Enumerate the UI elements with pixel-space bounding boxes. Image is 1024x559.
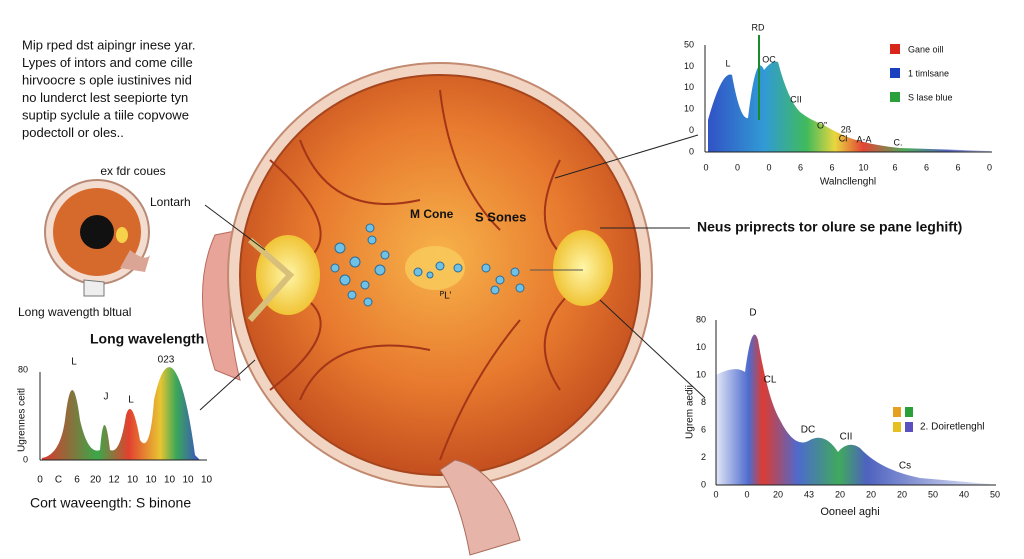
x-tick-label: 12 — [108, 475, 120, 486]
peak-label: L — [71, 357, 77, 368]
intro-line: Mip rped dst aipingr inese yar. — [22, 37, 195, 52]
y-tick-label: 10 — [684, 82, 694, 92]
intro-line: no lunderct lest seepiorte tyn — [22, 90, 188, 105]
peak-label: J — [104, 392, 109, 403]
peak-label: Cs — [899, 461, 911, 472]
x-tick-label: 10 — [201, 475, 213, 486]
y-tick-label: 10 — [696, 342, 706, 352]
legend-label: Gane oill — [908, 44, 944, 54]
intro-line: podectoll or oles.. — [22, 125, 124, 140]
x-tick-label: 0 — [703, 162, 708, 172]
label: S Sones — [475, 209, 526, 224]
small-eye-caption: ex fdr coues — [100, 164, 165, 178]
y-tick-label: 0 — [689, 125, 694, 135]
y-label: Ugrennes ceitl — [17, 388, 28, 452]
legend-label: 1 timlsane — [908, 68, 949, 78]
peak-label: L — [128, 395, 134, 406]
callout-right: Neus priprects tor olure se pane leghift… — [697, 219, 962, 235]
bottom-left-chart — [39, 367, 207, 461]
y-tick-label: 80 — [18, 364, 28, 374]
x-tick-label: 10 — [164, 475, 176, 486]
x-tick-label: 20 — [897, 489, 907, 499]
x-tick-label: 6 — [955, 162, 960, 172]
callout-left: Lontarh — [150, 195, 191, 209]
legend-label: 2. Doiretlenghl — [920, 422, 984, 433]
peak-label: L — [725, 58, 730, 68]
x-tick-label: 50 — [990, 489, 1000, 499]
label: ᴾL’ — [440, 291, 451, 302]
y-tick-label: 10 — [684, 104, 694, 114]
x-tick-label: 50 — [928, 489, 938, 499]
intro-line: suptip syclule a tiile copvowe — [22, 107, 189, 122]
x-label: Ooneel aghi — [820, 506, 879, 518]
x-tick-label: 6 — [829, 162, 834, 172]
x-tick-label: 10 — [145, 475, 157, 486]
x-tick-label: 6 — [924, 162, 929, 172]
legend-label: S lase blue — [908, 92, 953, 102]
x-tick-label: 6 — [798, 162, 803, 172]
y-tick-label: 8 — [701, 397, 706, 407]
x-tick-label: 20 — [90, 475, 102, 486]
peak-label: O” — [817, 120, 827, 130]
x-tick-label: 20 — [835, 489, 845, 499]
peak-label: CII — [790, 94, 802, 104]
x-tick-label: 10 — [127, 475, 139, 486]
y-tick-label: 0 — [23, 454, 28, 464]
x-tick-label: 0 — [37, 475, 43, 486]
x-tick-label: 43 — [804, 489, 814, 499]
peak-label: OC — [762, 54, 776, 64]
y-tick-label: 0 — [701, 479, 706, 489]
intro-line: hirvoocre s ople iustinives nid — [22, 72, 192, 87]
top-right-chart — [704, 35, 992, 153]
x-tick-label: 0 — [735, 162, 740, 172]
label: Long wavength bltual — [18, 305, 131, 319]
x-tick-label: 0 — [766, 162, 771, 172]
x-tick-label: 20 — [773, 489, 783, 499]
peak-label: Cl — [839, 133, 848, 143]
peak-label: 2ß — [841, 124, 852, 134]
x-label: Walncllenghl — [820, 177, 876, 188]
intro-line: Lypes of intors and come cille — [22, 55, 193, 70]
y-tick-label: 0 — [689, 146, 694, 156]
x-tick-label: 6 — [892, 162, 897, 172]
x-tick-label: 20 — [866, 489, 876, 499]
y-tick-label: 10 — [684, 61, 694, 71]
y-tick-label: 10 — [696, 369, 706, 379]
peak-label: DC — [801, 425, 815, 436]
peak-label: 023 — [158, 355, 175, 366]
caption: Cort waveength: S binone — [30, 495, 191, 511]
x-tick-label: 40 — [959, 489, 969, 499]
small-eye — [44, 179, 150, 297]
peak-label: D — [749, 308, 756, 319]
x-tick-label: 6 — [74, 475, 80, 486]
x-tick-label: 10 — [858, 162, 868, 172]
peak-label: A-A — [856, 134, 871, 144]
y-tick-label: 2 — [701, 452, 706, 462]
x-tick-label: 0 — [744, 489, 749, 499]
label: M Cone — [410, 207, 454, 221]
callout-lines — [199, 134, 706, 411]
x-tick-label: 0 — [713, 489, 718, 499]
x-tick-label: C — [55, 475, 62, 486]
y-label: Ugrem aedii — [685, 385, 696, 439]
peak-label: RD — [752, 22, 765, 32]
y-tick-label: 50 — [684, 39, 694, 49]
peak-label: C. — [894, 137, 903, 147]
bottom-right-chart — [715, 320, 996, 486]
peak-label: CII — [840, 432, 853, 443]
x-tick-label: 10 — [182, 475, 194, 486]
label: Long wavelength — [90, 331, 204, 347]
x-tick-label: 0 — [987, 162, 992, 172]
eye — [202, 62, 653, 556]
y-tick-label: 80 — [696, 314, 706, 324]
peak-label: CL — [764, 375, 777, 386]
y-tick-label: 6 — [701, 424, 706, 434]
